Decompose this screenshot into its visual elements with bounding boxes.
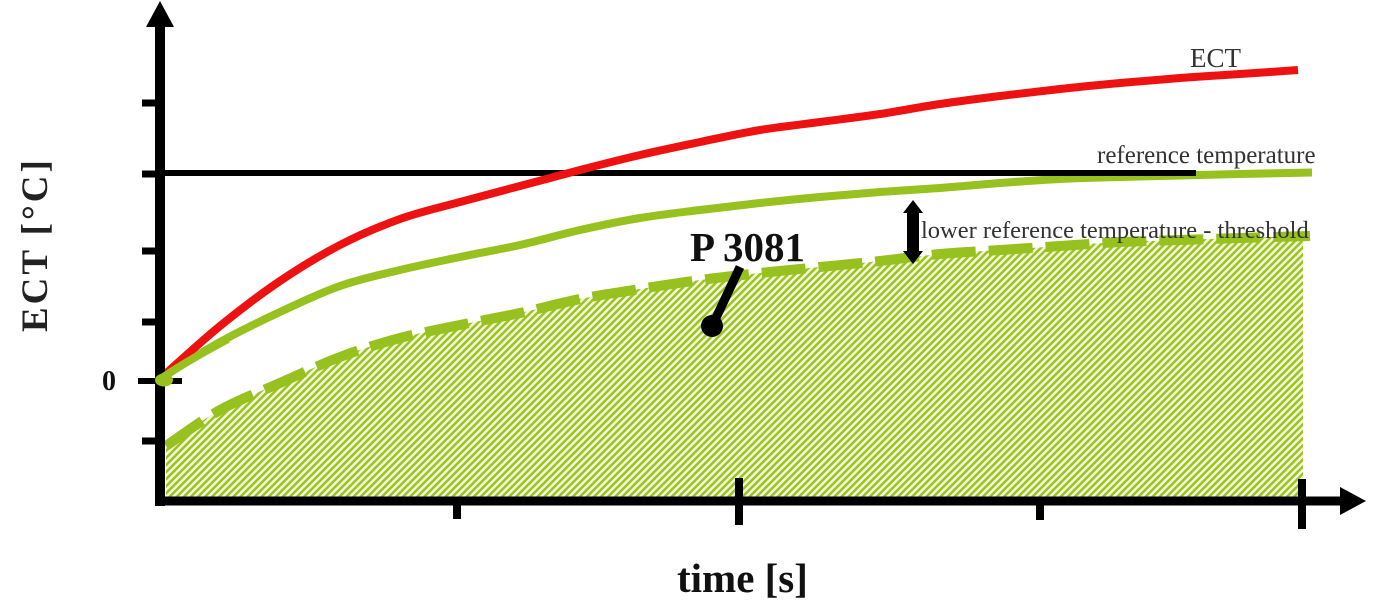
svg-text:ECT [°C]: ECT [°C] [15,157,56,332]
svg-text:lower reference temperature -: lower reference temperature - threshold [921,217,1309,244]
svg-text:reference temperature: reference temperature [1097,142,1316,169]
svg-text:P 3081: P 3081 [690,224,805,270]
svg-text:0: 0 [102,366,116,397]
svg-text:ECT: ECT [1190,43,1242,73]
svg-text:time [s]: time [s] [677,555,808,601]
